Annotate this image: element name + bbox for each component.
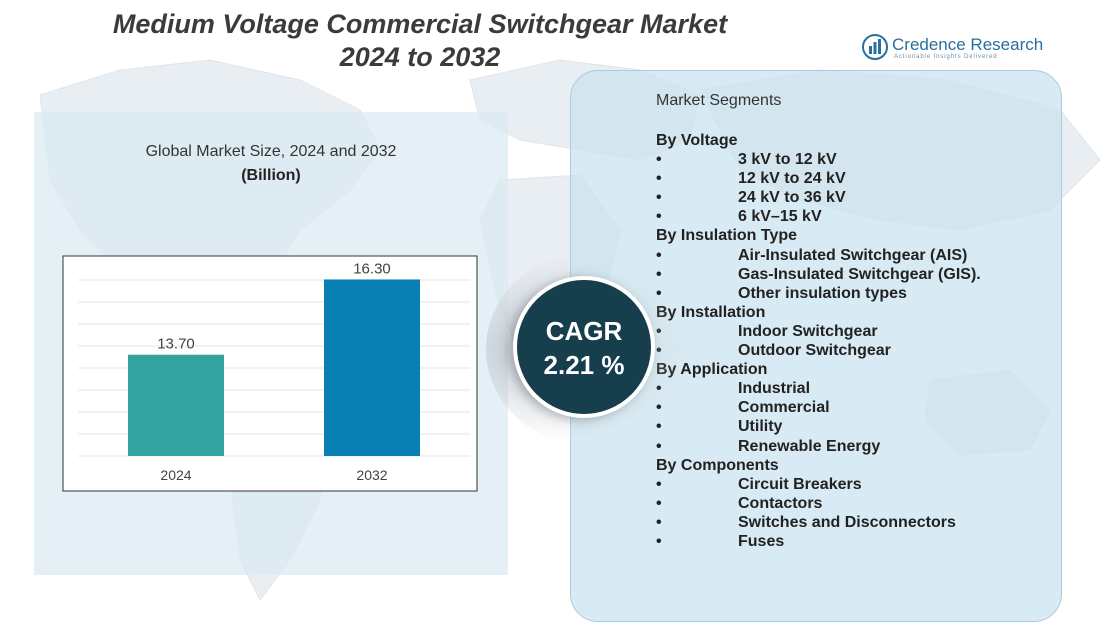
segment-item-label: 12 kV to 24 kV [738, 170, 846, 188]
segment-category: By Application [656, 361, 768, 379]
cagr-label: CAGR [545, 316, 623, 346]
logo-name: Credence Research [892, 35, 1044, 54]
bullet-icon: • [656, 418, 662, 436]
segment-item-label: Gas-Insulated Switchgear (GIS). [738, 265, 981, 283]
cagr-badge: CAGR 2.21 % [513, 276, 655, 418]
x-tick-label: 2032 [356, 467, 387, 483]
segment-item-label: 3 kV to 12 kV [738, 151, 837, 169]
bullet-icon: • [656, 265, 662, 283]
segment-item: • Air-Insulated Switchgear (AIS) [656, 246, 1056, 265]
bar-2032 [324, 279, 420, 456]
segment-item: • 6 kV–15 kV [656, 207, 1056, 226]
segment-item-label: Utility [738, 418, 783, 436]
segment-item-label: 24 kV to 36 kV [738, 189, 846, 207]
segments-list: By Voltage • 3 kV to 12 kV • 12 kV to 24 kV •… [656, 131, 1056, 551]
segment-category: By Insulation Type [656, 227, 798, 245]
bar-2024 [128, 354, 224, 456]
bar-value-label: 16.30 [353, 260, 391, 277]
segment-item: • 3 kV to 12 kV [656, 150, 1056, 169]
segment-item-label: Industrial [738, 380, 811, 398]
bullet-icon: • [656, 189, 662, 207]
x-tick-label: 2024 [160, 467, 191, 483]
segment-item-label: Commercial [738, 399, 830, 417]
segment-item: • Fuses [656, 532, 1056, 551]
segment-item: •Outdoor Switchgear [656, 341, 1056, 360]
segments-heading: Market Segments [656, 92, 782, 109]
segment-item-label: Fuses [738, 532, 785, 550]
bullet-icon: • [656, 151, 662, 169]
segment-item: • Switches and Disconnectors [656, 513, 1056, 532]
segment-item: • Circuit Breakers [656, 475, 1056, 494]
segment-item-label: Other insulation types [738, 284, 907, 302]
segment-item: •Indoor Switchgear [656, 322, 1056, 341]
segment-item: • Contactors [656, 494, 1056, 513]
brand-logo: Credence Research Actionable Insights De… [862, 34, 1062, 64]
segment-category: By Installation [656, 303, 766, 321]
market-size-bar-chart: 13.70 2024 16.30 2032 [62, 255, 478, 492]
bullet-icon: • [656, 513, 662, 531]
segment-item-label: Contactors [738, 494, 823, 512]
title-line-1: Medium Voltage Commercial Switchgear Mar… [112, 9, 728, 39]
segment-item-label: Air-Insulated Switchgear (AIS) [738, 246, 968, 264]
segment-item: • 24 kV to 36 kV [656, 188, 1056, 207]
bullet-icon: • [656, 437, 662, 455]
bullet-icon: • [656, 246, 662, 264]
segment-item: • Gas-Insulated Switchgear (GIS). [656, 265, 1056, 284]
segment-item: • 12 kV to 24 kV [656, 169, 1056, 188]
bullet-icon: • [656, 208, 662, 226]
segment-item: •Commercial [656, 398, 1056, 417]
page-title: Medium Voltage Commercial Switchgear Mar… [60, 8, 780, 74]
segment-item: • Renewable Energy [656, 437, 1056, 456]
bar-value-label: 13.70 [157, 336, 195, 353]
segment-category: By Voltage [656, 132, 738, 149]
chart-unit: (Billion) [241, 167, 301, 184]
chart-title: Global Market Size, 2024 and 2032 [145, 143, 397, 160]
bullet-icon: • [656, 170, 662, 188]
chart-bars: 13.70 2024 16.30 2032 [128, 260, 420, 483]
segment-item-label: 6 kV–15 kV [738, 208, 822, 226]
segment-item-label: Indoor Switchgear [738, 322, 878, 340]
segment-item: • Utility [656, 417, 1056, 436]
bullet-icon: • [656, 494, 662, 512]
bullet-icon: • [656, 532, 662, 550]
bullet-icon: • [656, 475, 662, 493]
segment-item: •Other insulation types [656, 284, 1056, 303]
cagr-value: 2.21 % [543, 350, 625, 380]
bar-chart-logo-icon [862, 34, 888, 60]
segment-item-label: Renewable Energy [738, 437, 881, 455]
logo-tagline: Actionable Insights Delivered [894, 54, 998, 60]
segment-item: •Industrial [656, 379, 1056, 398]
segment-category: By Components [656, 456, 779, 474]
segment-item-label: Circuit Breakers [738, 475, 862, 493]
segment-item-label: Switches and Disconnectors [738, 513, 956, 531]
title-line-2: 2024 to 2032 [339, 42, 501, 72]
segment-item-label: Outdoor Switchgear [738, 342, 891, 360]
